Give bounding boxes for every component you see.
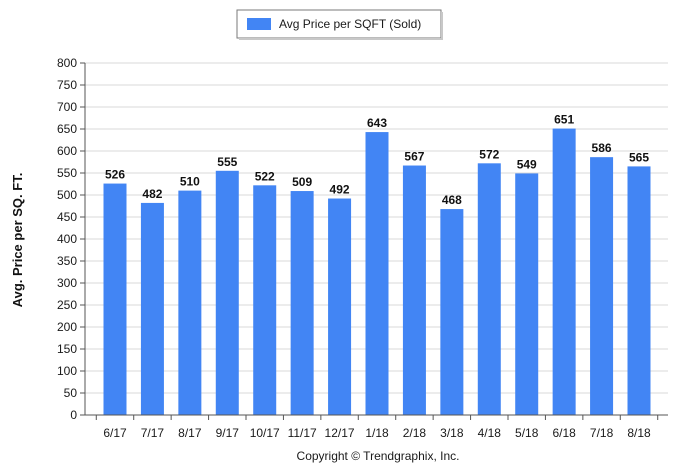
y-tick-label: 150 xyxy=(57,342,77,356)
x-tick-label: 7/17 xyxy=(141,426,165,440)
legend-box-shadow xyxy=(441,12,443,40)
data-label: 586 xyxy=(592,141,612,155)
data-labels: 526 482 510 555 522 509 492 643 567 468 572 549 651 5… xyxy=(105,113,649,208)
x-tick-label: 4/18 xyxy=(478,426,502,440)
legend-swatch xyxy=(247,18,271,30)
bar xyxy=(178,190,202,415)
copyright-text: Copyright © Trendgraphix, Inc. xyxy=(297,449,460,463)
data-label: 482 xyxy=(142,187,162,201)
legend-label: Avg Price per SQFT (Sold) xyxy=(279,17,421,31)
y-tick-label: 300 xyxy=(57,276,77,290)
bar xyxy=(365,132,389,415)
x-tick-label: 3/18 xyxy=(440,426,464,440)
x-tick-label: 12/17 xyxy=(325,426,355,440)
y-tick-label: 50 xyxy=(64,386,78,400)
y-tick-label: 800 xyxy=(57,56,77,70)
bar xyxy=(552,128,576,415)
bar xyxy=(440,209,464,415)
data-label: 549 xyxy=(517,157,537,171)
x-tick-label: 8/17 xyxy=(178,426,202,440)
y-axis-title: Avg. Price per SQ. FT. xyxy=(10,173,25,308)
bar xyxy=(590,157,614,415)
y-tick-label: 600 xyxy=(57,144,77,158)
y-tick-label: 450 xyxy=(57,210,77,224)
y-tick-label: 400 xyxy=(57,232,77,246)
data-label: 567 xyxy=(404,150,424,164)
y-tick-label: 0 xyxy=(70,408,77,422)
x-tick-label: 2/18 xyxy=(403,426,427,440)
data-label: 643 xyxy=(367,116,387,130)
y-tick-label: 500 xyxy=(57,188,77,202)
x-tick-label: 6/18 xyxy=(552,426,576,440)
data-label: 509 xyxy=(292,175,312,189)
y-tick-label: 350 xyxy=(57,254,77,268)
x-tick-label: 11/17 xyxy=(288,426,317,440)
bar xyxy=(290,191,314,415)
y-tick-label: 550 xyxy=(57,166,77,180)
bar xyxy=(140,202,164,415)
y-tick-label: 250 xyxy=(57,298,77,312)
data-label: 555 xyxy=(217,155,237,169)
x-axis-ticks: 6/17 7/17 8/17 9/17 10/17 11/17 12/17 1/18 2/18 3… xyxy=(95,415,659,440)
x-tick-label: 8/18 xyxy=(627,426,651,440)
bar xyxy=(477,163,501,415)
x-tick-label: 1/18 xyxy=(365,426,389,440)
bar xyxy=(253,185,277,415)
legend: Avg Price per SQFT (Sold) xyxy=(236,9,443,40)
x-tick-label: 6/17 xyxy=(103,426,127,440)
y-tick-label: 750 xyxy=(57,78,77,92)
data-label: 492 xyxy=(330,183,350,197)
data-label: 510 xyxy=(180,175,200,189)
x-tick-label: 9/17 xyxy=(216,426,240,440)
data-label: 526 xyxy=(105,168,125,182)
legend-box-shadow-bottom xyxy=(239,38,443,40)
data-label: 565 xyxy=(629,150,649,164)
bar xyxy=(328,198,352,415)
data-label: 468 xyxy=(442,193,462,207)
y-axis-ticks: 0 50 100 150 200 250 300 350 400 450 500 550 600 650 7… xyxy=(57,56,85,422)
bar xyxy=(515,173,539,415)
data-label: 651 xyxy=(554,113,574,127)
bar xyxy=(103,183,127,415)
axes xyxy=(84,63,668,416)
x-tick-label: 5/18 xyxy=(515,426,539,440)
y-tick-label: 650 xyxy=(57,122,77,136)
bar xyxy=(627,166,651,415)
bar xyxy=(402,165,426,415)
x-tick-label: 10/17 xyxy=(250,426,280,440)
y-tick-label: 200 xyxy=(57,320,77,334)
x-tick-label: 7/18 xyxy=(590,426,614,440)
data-label: 522 xyxy=(255,169,275,183)
data-label: 572 xyxy=(479,147,499,161)
y-tick-label: 100 xyxy=(57,364,77,378)
bar xyxy=(215,170,239,415)
y-tick-label: 700 xyxy=(57,100,77,114)
bars xyxy=(103,128,651,415)
